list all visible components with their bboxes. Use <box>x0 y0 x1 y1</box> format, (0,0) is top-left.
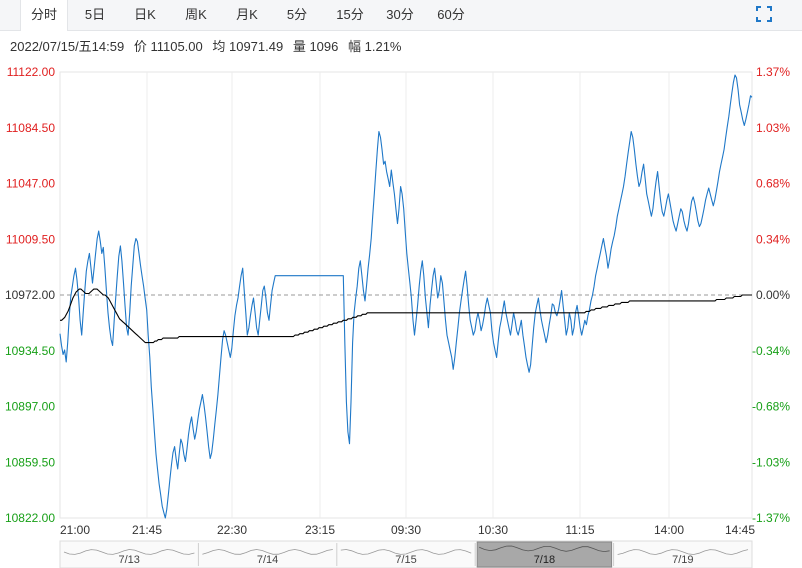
y-tick-label-right: 0.68% <box>756 177 790 191</box>
y-tick-label-right: 0.34% <box>756 232 790 246</box>
navigator-sparkline <box>479 545 610 553</box>
date-navigator <box>59 540 753 568</box>
navigator-sparkline <box>340 549 472 555</box>
y-tick-label-left: 10859.50 <box>5 455 55 469</box>
tab-15min[interactable]: 15分 <box>336 7 364 22</box>
x-tick-label: 22:30 <box>217 523 247 537</box>
tab-30min[interactable]: 30分 <box>386 7 414 22</box>
x-tick-label: 10:30 <box>478 523 508 537</box>
navigator-sparkline <box>617 549 749 555</box>
x-tick-label: 14:45 <box>725 523 755 537</box>
y-tick-label-right: -1.03% <box>752 455 790 469</box>
navigator-sparkline <box>63 549 195 555</box>
quote-price: 价 11105.00 <box>133 39 203 54</box>
tab-weekly-k[interactable]: 周K <box>185 7 207 22</box>
navigator-date-label[interactable]: 7/13 <box>118 554 139 566</box>
x-tick-label: 23:15 <box>305 523 335 537</box>
y-tick-label-right: 0.00% <box>756 288 790 302</box>
y-tick-label-right: 1.03% <box>756 121 790 135</box>
x-tick-label: 21:45 <box>132 523 162 537</box>
quote-datetime: 2022/07/15/五14:59 <box>10 39 125 54</box>
y-tick-label-right: -1.37% <box>752 511 790 525</box>
period-tab-bar: 分时 5日 日K 周K 月K 5分 15分 30分 60分 <box>0 0 802 31</box>
navigator-date-label[interactable]: 7/18 <box>534 554 555 566</box>
fullscreen-icon[interactable] <box>756 6 772 22</box>
x-tick-label: 09:30 <box>391 523 421 537</box>
tab-daily-k[interactable]: 日K <box>134 7 156 22</box>
quote-info-bar: 2022/07/15/五14:59 价 11105.00 均 10971.49 … <box>10 36 408 55</box>
y-tick-label-left: 10972.00 <box>5 288 55 302</box>
tab-5min[interactable]: 5分 <box>286 7 308 22</box>
quote-average: 均 10971.49 <box>212 39 284 54</box>
y-tick-label-left: 10822.00 <box>5 511 55 525</box>
y-tick-label-left: 10897.00 <box>5 400 55 414</box>
x-tick-label: 21:00 <box>60 523 90 537</box>
y-tick-label-right: 1.37% <box>756 65 790 79</box>
y-tick-label-left: 11047.00 <box>6 177 55 191</box>
navigator-date-label[interactable]: 7/14 <box>257 554 278 566</box>
quote-amplitude: 幅 1.21% <box>348 39 402 54</box>
y-tick-label-left: 11009.50 <box>6 232 55 246</box>
y-tick-label-left: 11084.50 <box>6 121 55 135</box>
navigator-date-label[interactable]: 7/19 <box>672 554 693 566</box>
y-tick-label-left: 11122.00 <box>7 65 56 79</box>
tab-60min[interactable]: 60分 <box>437 7 465 22</box>
y-tick-label-left: 10934.50 <box>5 344 55 358</box>
x-tick-label: 11:15 <box>565 523 594 537</box>
quote-volume: 量 1096 <box>292 39 339 54</box>
intraday-chart[interactable]: 11122.00 1.37% 11084.50 1.03% 11047.00 0.68% 1… <box>0 60 802 568</box>
price-line <box>59 74 753 519</box>
y-tick-label-right: -0.34% <box>752 344 790 358</box>
average-price-line <box>60 288 752 344</box>
tab-5day[interactable]: 5日 <box>84 7 106 22</box>
x-tick-label: 14:00 <box>654 523 684 537</box>
y-tick-label-right: -0.68% <box>752 400 790 414</box>
navigator-date-label[interactable]: 7/15 <box>395 554 416 566</box>
navigator-sparkline <box>202 549 333 555</box>
tab-intraday[interactable]: 分时 <box>20 0 68 31</box>
tab-monthly-k[interactable]: 月K <box>236 7 258 22</box>
